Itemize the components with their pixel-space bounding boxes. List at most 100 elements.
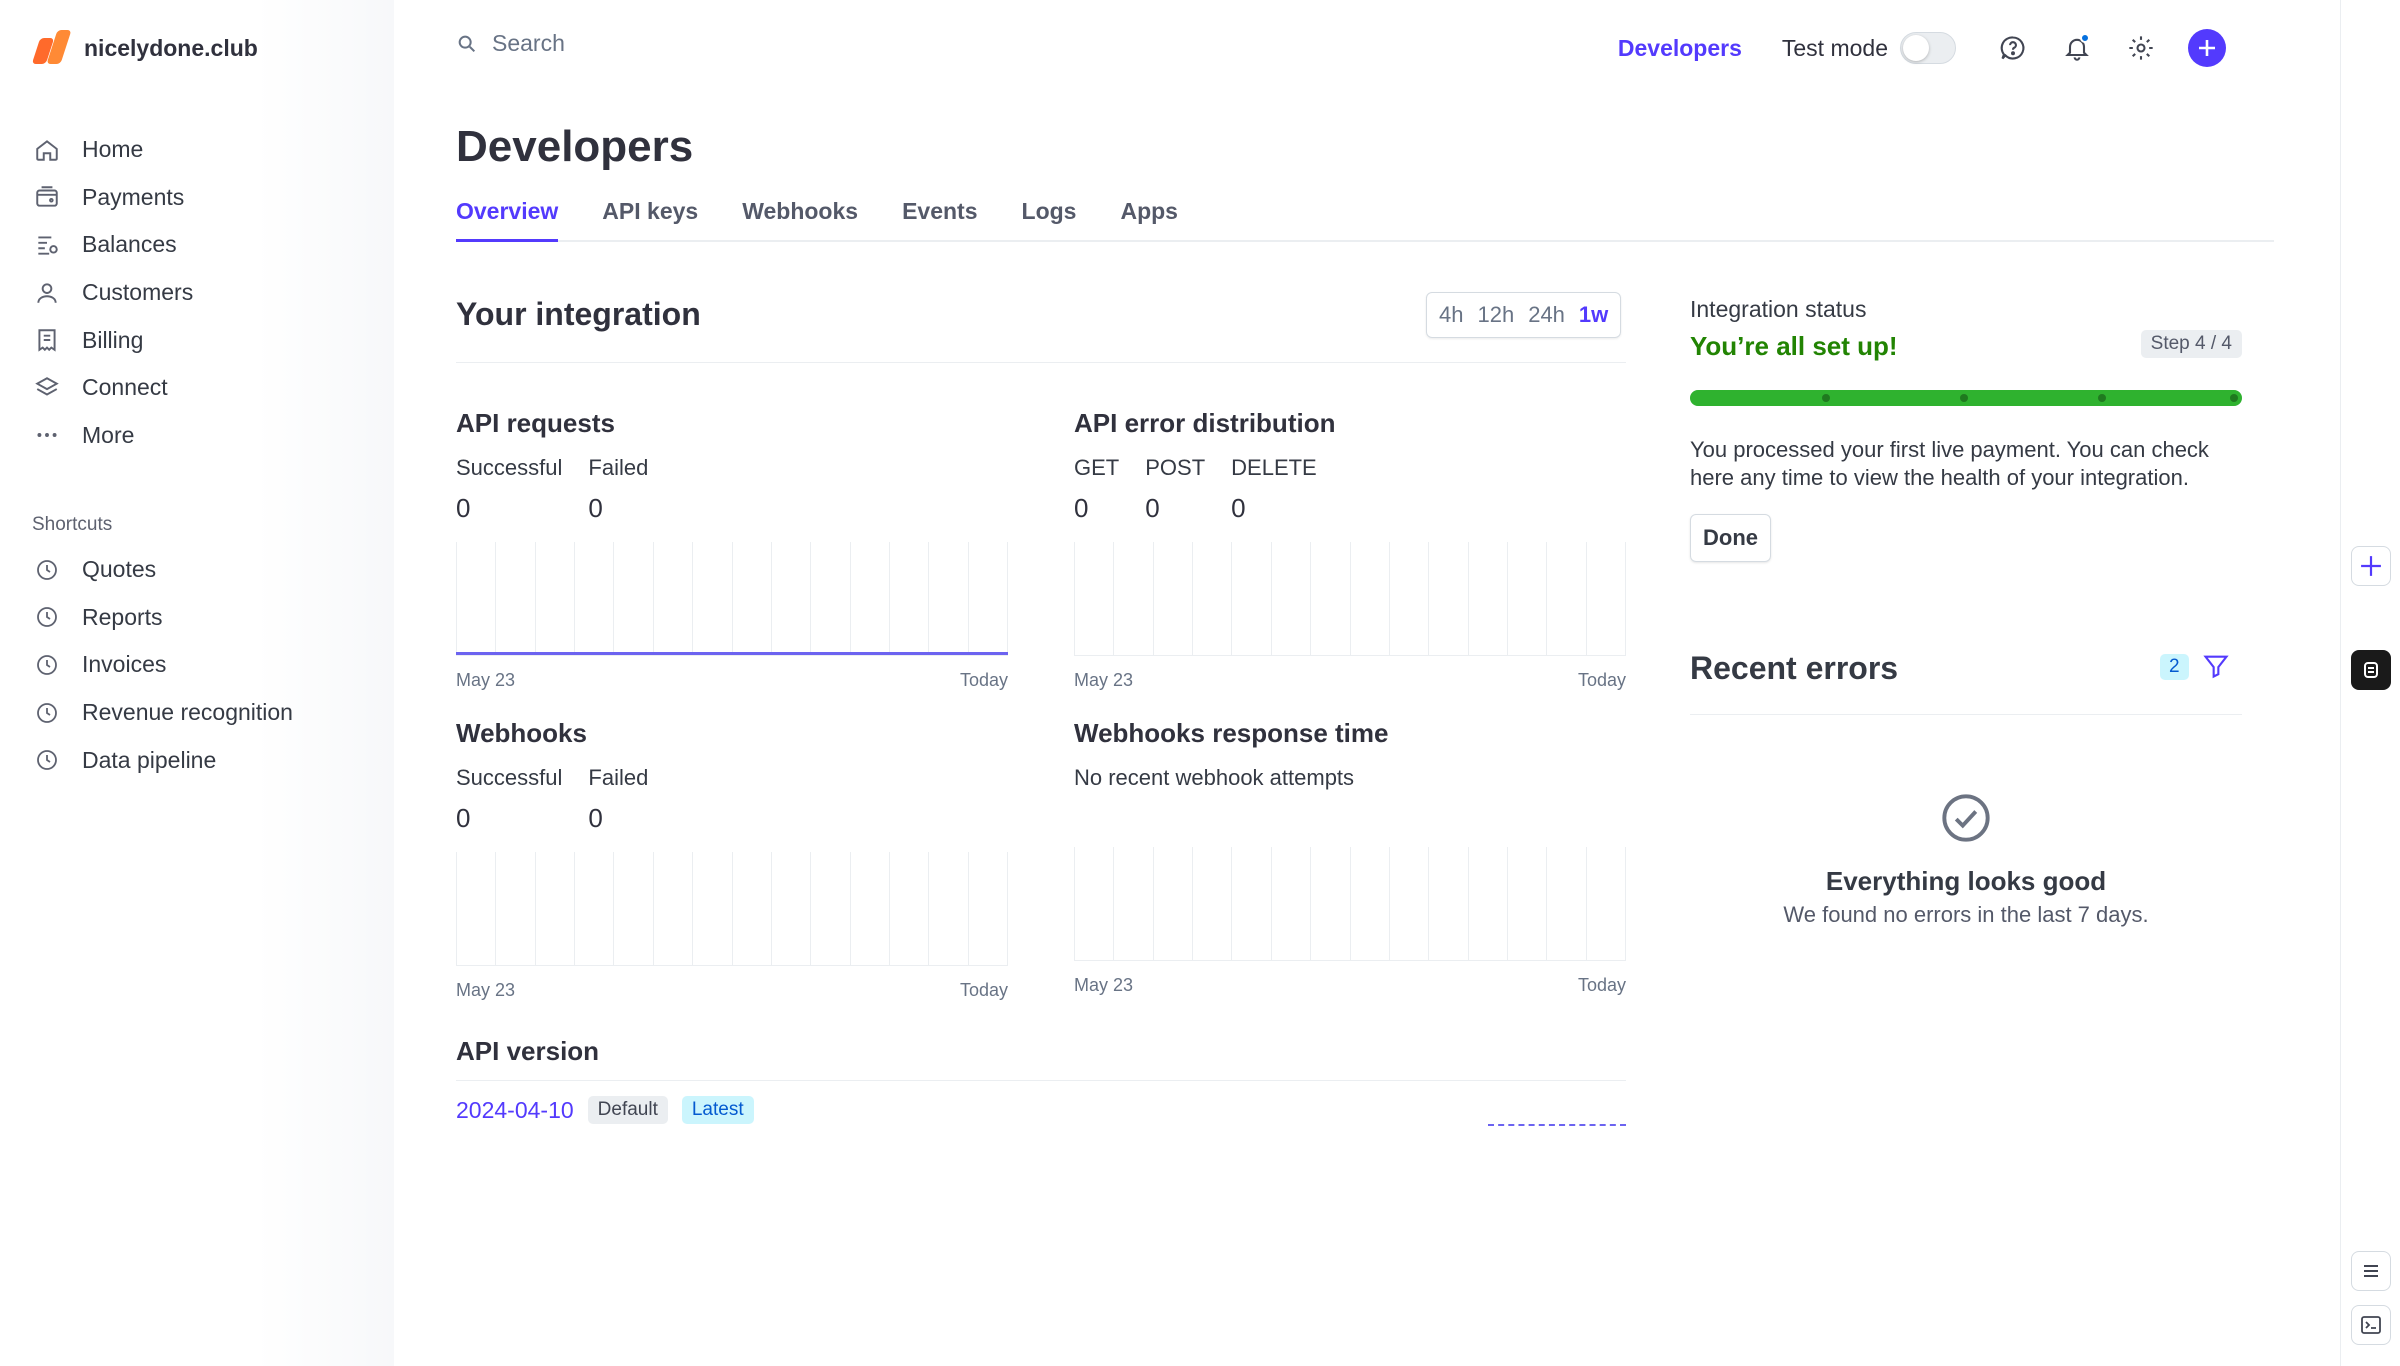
progress-step-dot — [2098, 394, 2106, 402]
chart-start-label: May 23 — [456, 980, 516, 1000]
rail-terminal-icon[interactable] — [2351, 1305, 2391, 1345]
shortcut-revenue-recognition[interactable]: Revenue recognition — [32, 689, 362, 737]
recent-errors-title: Recent errors — [1690, 650, 1899, 686]
chart-gridline — [1231, 847, 1233, 960]
test-mode-toggle[interactable] — [1900, 32, 1956, 64]
chart-gridline — [1152, 847, 1154, 960]
receipt-icon — [32, 325, 62, 355]
metric-name: POST — [1145, 455, 1206, 480]
chart-gridline — [1231, 542, 1233, 655]
shortcut-label: Invoices — [82, 651, 167, 678]
nav-item-connect[interactable]: Connect — [32, 364, 362, 412]
webhooks-chart[interactable] — [456, 852, 1008, 966]
errors-divider — [1690, 714, 2242, 715]
api-requests-chart[interactable] — [456, 542, 1008, 656]
chart-gridline — [1388, 542, 1390, 655]
chart-gridline — [1007, 852, 1008, 965]
chart-gridline — [613, 542, 615, 655]
progress-step-dot — [1822, 394, 1830, 402]
metric-get: GET 0 — [1074, 455, 1119, 524]
status-progress-bar — [1690, 390, 2242, 406]
metric-value: 0 — [456, 493, 471, 523]
range-12h[interactable]: 12h — [1477, 302, 1515, 327]
chart-gridline — [456, 542, 457, 655]
shortcut-quotes[interactable]: Quotes — [32, 546, 362, 594]
help-icon[interactable] — [1996, 31, 2030, 65]
settings-gear-icon[interactable] — [2124, 31, 2158, 65]
developers-link[interactable]: Developers — [1617, 34, 1742, 61]
metric-failed: Failed 0 — [588, 765, 648, 834]
errors-count-badge: 2 — [2160, 654, 2189, 680]
chart-gridline — [1388, 847, 1390, 960]
tab-logs[interactable]: Logs — [1021, 198, 1077, 224]
section-divider — [456, 362, 1626, 363]
metric-post: POST 0 — [1145, 455, 1205, 524]
chart-gridline — [574, 542, 576, 655]
chart-gridline — [1546, 847, 1548, 960]
rail-menu-icon[interactable] — [2351, 1251, 2391, 1291]
rail-add-button[interactable] — [2351, 546, 2391, 586]
shortcut-label: Quotes — [82, 556, 157, 583]
rail-app-icon[interactable] — [2351, 650, 2391, 690]
chart-gridline — [1349, 542, 1351, 655]
webhooks-response-chart[interactable] — [1074, 847, 1626, 961]
range-4h[interactable]: 4h — [1439, 302, 1464, 327]
range-24h[interactable]: 24h — [1528, 302, 1565, 327]
chart-gridline — [928, 542, 930, 655]
brand[interactable]: nicelydone.club — [31, 30, 258, 66]
chart-start-label: May 23 — [456, 670, 516, 690]
chart-gridline — [1192, 847, 1194, 960]
metric-name: GET — [1074, 455, 1120, 480]
integration-title: Your integration — [456, 296, 701, 332]
status-description: You processed your first live payment. Y… — [1690, 437, 2209, 490]
filter-icon[interactable] — [2202, 652, 2230, 685]
tab-overview[interactable]: Overview — [456, 196, 559, 242]
chart-gridline — [1113, 847, 1115, 960]
shortcut-invoices[interactable]: Invoices — [32, 641, 362, 689]
metric-delete: DELETE 0 — [1231, 455, 1317, 524]
tab-webhooks[interactable]: Webhooks — [742, 198, 859, 224]
panel-title: API requests — [456, 408, 615, 438]
chart-gridline — [1506, 542, 1508, 655]
api-error-distribution-panel: API error distribution GET 0 POST 0 DELE… — [1074, 408, 1626, 691]
shortcut-reports[interactable]: Reports — [32, 594, 362, 642]
nav-item-billing[interactable]: Billing — [32, 316, 362, 364]
panel-title: Webhooks — [456, 718, 587, 748]
layers-icon — [32, 373, 62, 403]
nav-item-payments[interactable]: Payments — [32, 174, 362, 222]
nav-item-balances[interactable]: Balances — [32, 221, 362, 269]
api-error-chart[interactable] — [1074, 542, 1626, 656]
nav-item-label: Connect — [82, 374, 168, 401]
notifications-bell-icon[interactable] — [2060, 31, 2094, 65]
tab-api-keys[interactable]: API keys — [602, 198, 699, 224]
webhooks-response-time-panel: Webhooks response time No recent webhook… — [1074, 718, 1626, 996]
create-plus-button[interactable] — [2188, 29, 2226, 67]
chart-gridline — [1467, 542, 1469, 655]
api-requests-panel: API requests Successful 0 Failed 0 May 2… — [456, 408, 1008, 691]
chart-gridline — [770, 852, 772, 965]
shortcuts-title: Shortcuts — [32, 514, 113, 535]
integration-status-card: Integration status You’re all set up! St… — [1690, 296, 2242, 562]
chart-gridline — [1310, 847, 1312, 960]
search-bar[interactable]: Search — [456, 30, 565, 57]
chart-gridline — [849, 852, 851, 965]
chart-start-label: May 23 — [1074, 670, 1134, 690]
api-version-date[interactable]: 2024-04-10 — [456, 1096, 574, 1123]
wallet-icon — [32, 182, 62, 212]
chart-end-label: Today — [959, 670, 1008, 690]
shortcut-data-pipeline[interactable]: Data pipeline — [32, 736, 362, 784]
api-version-divider — [456, 1080, 1626, 1081]
range-1w[interactable]: 1w — [1578, 302, 1609, 327]
shortcut-label: Revenue recognition — [82, 699, 293, 726]
chart-gridline — [652, 852, 654, 965]
chart-gridline — [888, 542, 890, 655]
nav-item-home[interactable]: Home — [32, 126, 362, 174]
api-version-title: API version — [456, 1036, 600, 1066]
nav-item-customers[interactable]: Customers — [32, 269, 362, 317]
tab-events[interactable]: Events — [902, 198, 978, 224]
done-button[interactable]: Done — [1690, 514, 1771, 562]
plus-icon — [2199, 40, 2215, 56]
tab-apps[interactable]: Apps — [1120, 198, 1178, 224]
nav-item-more[interactable]: More — [32, 412, 362, 460]
clock-icon — [32, 555, 62, 585]
